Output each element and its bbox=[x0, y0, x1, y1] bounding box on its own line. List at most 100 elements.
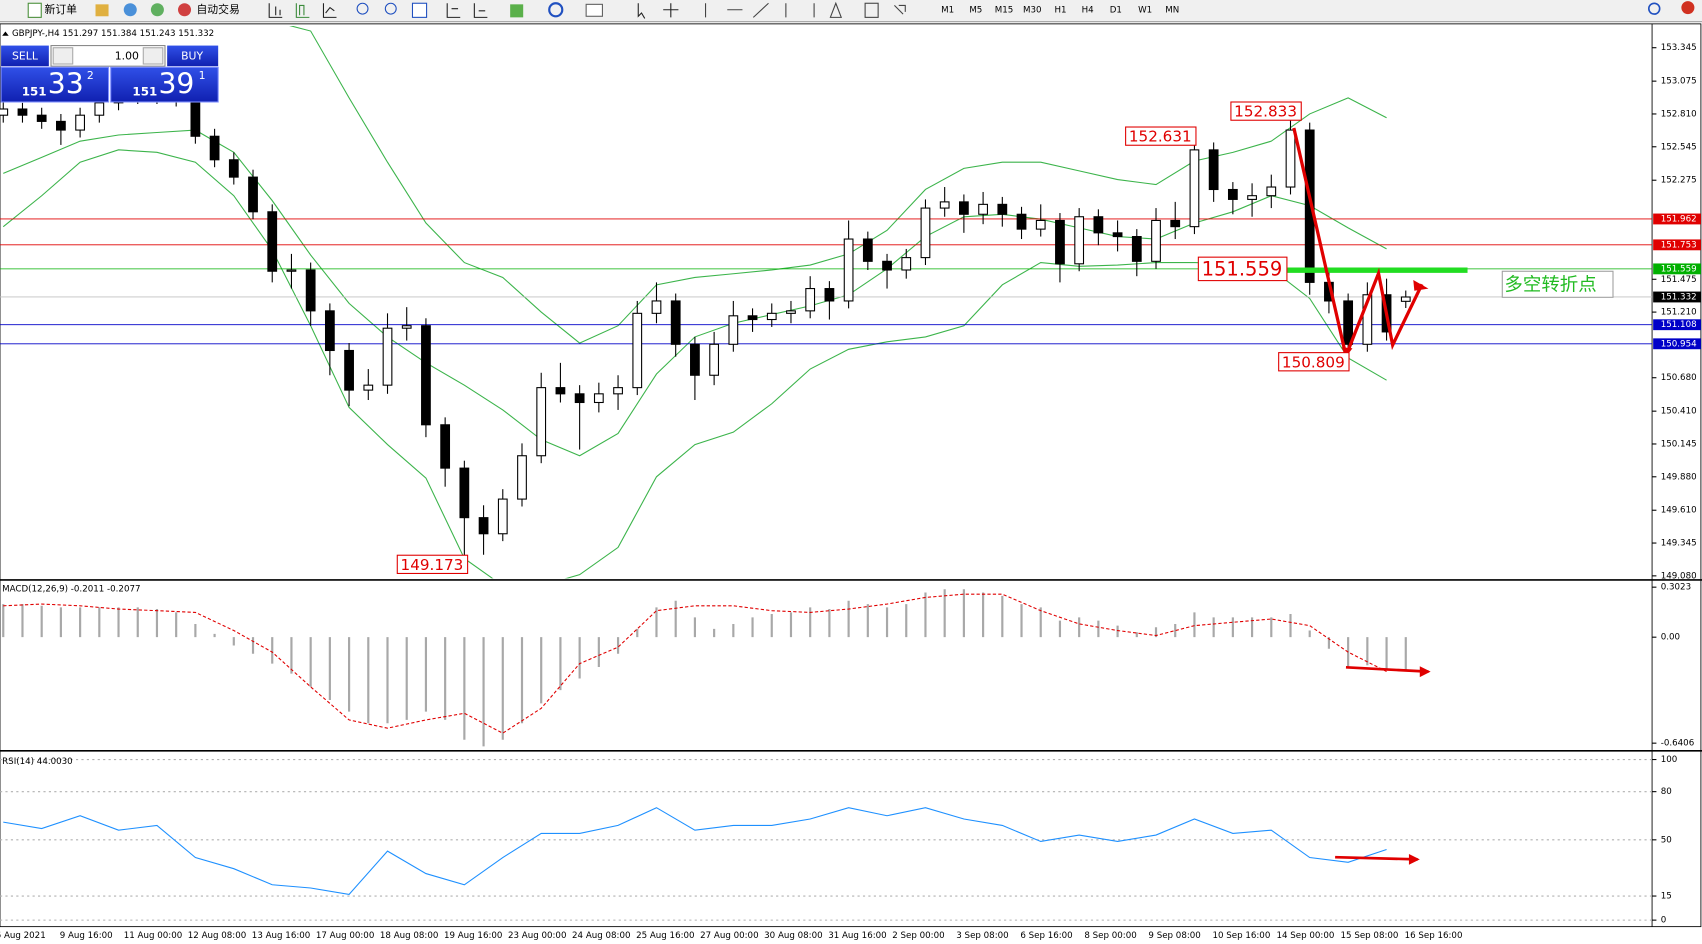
lot-input[interactable] bbox=[50, 45, 166, 67]
sell-label[interactable]: SELL bbox=[12, 49, 38, 62]
icon[interactable] bbox=[585, 3, 603, 17]
notification-icon[interactable] bbox=[1681, 1, 1695, 15]
new-order-icon[interactable] bbox=[27, 2, 42, 18]
candle-body bbox=[440, 424, 451, 469]
y-tick-label: 50 bbox=[1661, 835, 1672, 845]
toolbar-buttons: 新订单 自动交易 bbox=[27, 1, 906, 19]
price-level-tag bbox=[1653, 291, 1701, 303]
candle-body bbox=[747, 315, 758, 321]
icon[interactable] bbox=[384, 2, 397, 15]
candle-body bbox=[574, 393, 585, 404]
ask-price-box[interactable] bbox=[110, 66, 219, 103]
x-tick-label: 31 Aug 16:00 bbox=[828, 931, 886, 941]
cursor-icon[interactable] bbox=[637, 3, 646, 19]
toolbar bbox=[0, 0, 1702, 22]
candle-body bbox=[56, 120, 66, 131]
candle-body bbox=[1227, 188, 1238, 200]
candle-body bbox=[709, 343, 720, 376]
icon[interactable] bbox=[894, 4, 906, 15]
buy-button[interactable] bbox=[167, 45, 219, 67]
candle-body bbox=[843, 238, 854, 302]
timeframe-button[interactable]: M15 bbox=[995, 5, 1014, 15]
new-order-button[interactable]: 新订单 bbox=[45, 2, 78, 16]
candle-body bbox=[1247, 195, 1257, 200]
icon[interactable] bbox=[268, 3, 283, 18]
icon[interactable] bbox=[295, 3, 310, 18]
lot-down[interactable] bbox=[52, 47, 74, 65]
icon[interactable] bbox=[150, 3, 164, 17]
arrow-head bbox=[1419, 666, 1431, 678]
chart-frame bbox=[0, 23, 1702, 928]
candle-body bbox=[632, 312, 643, 389]
icon[interactable] bbox=[411, 2, 428, 18]
y-tick-label: 152.810 bbox=[1661, 109, 1697, 119]
candle-body bbox=[882, 260, 892, 271]
y-tick-label: 153.075 bbox=[1661, 77, 1697, 87]
icon[interactable] bbox=[548, 2, 564, 18]
timeframe-button[interactable]: H1 bbox=[1054, 5, 1066, 15]
sell-button[interactable] bbox=[1, 45, 49, 67]
candle-body bbox=[536, 387, 547, 457]
price-level-label: 151.559 bbox=[1661, 264, 1697, 274]
candle-body bbox=[305, 269, 316, 312]
price-level-tag bbox=[1653, 338, 1701, 350]
timeframe-button[interactable]: D1 bbox=[1110, 5, 1122, 15]
drawing-tools[interactable] bbox=[705, 1, 843, 18]
y-tick-label: 151.475 bbox=[1661, 275, 1697, 285]
auto-trading-button[interactable]: 自动交易 bbox=[196, 2, 239, 16]
timeframe-button[interactable]: MN bbox=[1165, 5, 1179, 15]
price-annotation: 150.809 bbox=[1282, 353, 1345, 371]
x-tick-label: 3 Sep 08:00 bbox=[956, 931, 1008, 941]
timeframe-button[interactable]: H4 bbox=[1082, 5, 1095, 15]
x-tick-label: 6 Aug 2021 bbox=[0, 931, 46, 941]
candle-body bbox=[1016, 213, 1027, 230]
price-level-label: 150.954 bbox=[1661, 339, 1697, 349]
bid-price-box[interactable] bbox=[0, 66, 110, 103]
icon[interactable] bbox=[473, 3, 488, 18]
x-tick-label: 2 Sep 00:00 bbox=[892, 931, 944, 941]
y-tick-label: 150.145 bbox=[1661, 439, 1697, 449]
timeframe-button[interactable]: W1 bbox=[1138, 5, 1152, 15]
icon[interactable] bbox=[510, 4, 524, 18]
x-tick-label: 9 Sep 08:00 bbox=[1148, 931, 1200, 941]
icon[interactable] bbox=[864, 2, 879, 18]
crosshair-icon[interactable] bbox=[663, 3, 679, 18]
icon[interactable] bbox=[123, 3, 137, 17]
timeframe-button[interactable]: M30 bbox=[1023, 5, 1042, 15]
candle-body bbox=[670, 300, 681, 345]
y-tick-label: 0.3023 bbox=[1661, 583, 1691, 593]
lot-value[interactable]: 1.00 bbox=[115, 49, 139, 62]
candle-body bbox=[478, 517, 489, 535]
candle-body bbox=[228, 159, 239, 178]
x-tick-label: 25 Aug 16:00 bbox=[636, 931, 694, 941]
x-tick-label: 17 Aug 00:00 bbox=[316, 931, 374, 941]
icon[interactable] bbox=[446, 3, 461, 18]
icon[interactable] bbox=[322, 3, 337, 18]
rsi-title: RSI(14) 44.0030 bbox=[2, 757, 73, 767]
timeframe-button[interactable]: M5 bbox=[969, 5, 982, 15]
symbol-info: GBPJPY-,H4 151.297 151.384 151.243 151.3… bbox=[12, 29, 214, 39]
y-tick-label: 150.410 bbox=[1661, 407, 1697, 417]
candle-body bbox=[94, 102, 105, 116]
candle-body bbox=[0, 108, 9, 116]
search-icon[interactable] bbox=[1647, 2, 1661, 15]
price-level-tag bbox=[1653, 319, 1701, 331]
price-annotation: 149.173 bbox=[401, 556, 464, 574]
candle-body bbox=[1035, 219, 1046, 230]
timeframe-button[interactable]: M1 bbox=[941, 5, 954, 15]
x-tick-label: 24 Aug 08:00 bbox=[572, 931, 630, 941]
icon[interactable] bbox=[95, 4, 109, 17]
candle-body bbox=[593, 393, 604, 404]
candle-body bbox=[939, 201, 950, 209]
x-tick-label: 8 Sep 00:00 bbox=[1084, 931, 1136, 941]
buy-label[interactable]: BUY bbox=[181, 49, 203, 62]
icon[interactable] bbox=[356, 2, 369, 15]
lot-up[interactable] bbox=[142, 47, 164, 65]
price-annotation-box bbox=[1278, 352, 1350, 372]
candle-body bbox=[766, 312, 777, 321]
x-tick-label: 6 Sep 16:00 bbox=[1020, 931, 1072, 941]
auto-trading-icon[interactable] bbox=[178, 3, 192, 17]
y-tick-label: 149.880 bbox=[1661, 472, 1697, 482]
collapse-icon[interactable] bbox=[2, 31, 9, 36]
y-tick-label: -0.6406 bbox=[1661, 739, 1694, 749]
